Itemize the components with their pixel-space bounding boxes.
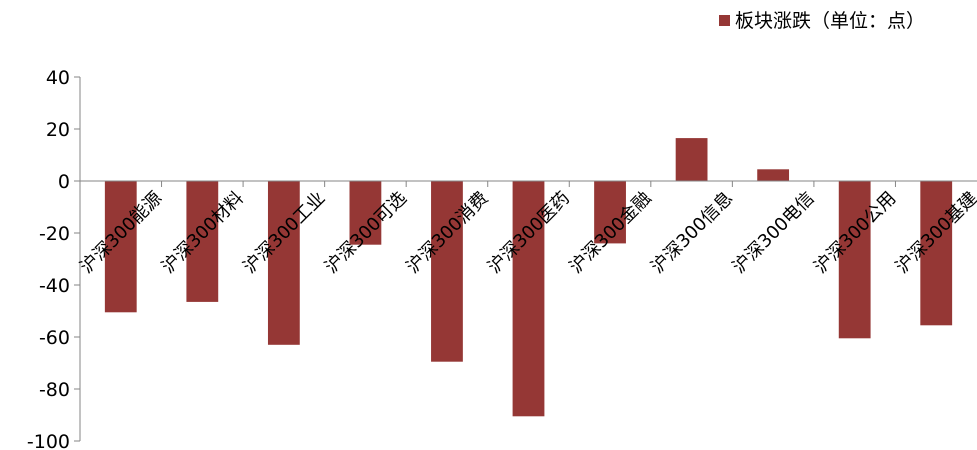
y-tick-label: 20 — [46, 119, 70, 141]
y-axis: 40 20 0 -20 -40 -60 -80 -100 — [27, 67, 81, 450]
y-tick-label: -80 — [39, 379, 70, 401]
y-tick-label: -40 — [39, 275, 70, 297]
y-tick-label: -60 — [39, 327, 70, 349]
bar — [267, 181, 300, 345]
bar — [594, 181, 626, 244]
x-category-label: 沪深300信息 — [647, 188, 737, 278]
legend-swatch — [719, 15, 730, 26]
bar — [104, 181, 137, 313]
bar — [186, 181, 219, 302]
bar — [431, 181, 463, 362]
y-tick-label: 0 — [58, 171, 70, 193]
bar — [920, 181, 953, 326]
bar — [675, 138, 708, 181]
bars — [104, 138, 953, 417]
bar — [512, 181, 545, 417]
bar — [838, 181, 871, 339]
bar — [757, 169, 790, 181]
legend-label: 板块涨跌（单位：点） — [735, 10, 925, 32]
y-tick-label: 40 — [46, 67, 70, 89]
x-category-label: 沪深300电信 — [729, 188, 819, 278]
y-tick-label: -20 — [39, 223, 70, 245]
y-tick-label: -100 — [27, 431, 70, 450]
legend: 板块涨跌（单位：点） — [719, 10, 925, 32]
bar — [349, 181, 382, 245]
x-axis — [80, 180, 977, 187]
